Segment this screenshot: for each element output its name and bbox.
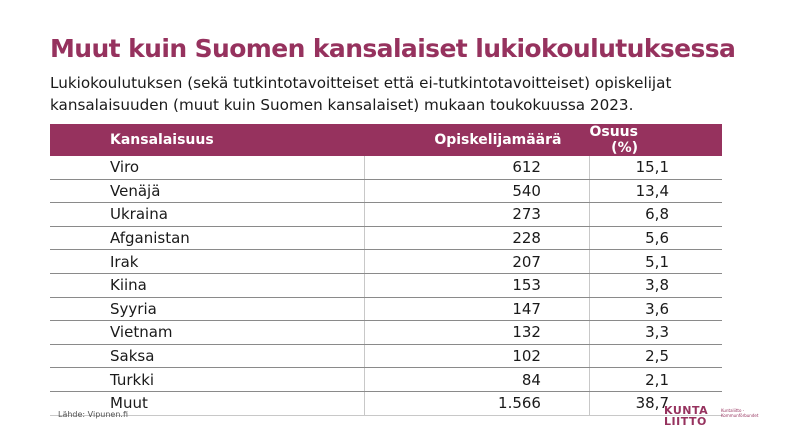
- cell-osuus: 15,1: [588, 156, 722, 180]
- table-header-row: Kansalaisuus Opiskelijamäärä Osuus (%): [50, 124, 722, 156]
- cell-kansalaisuus: Saksa: [50, 344, 365, 369]
- cell-opiskelijamaara: 132: [364, 320, 590, 345]
- cell-opiskelijamaara: 612: [364, 156, 590, 180]
- cell-opiskelijamaara: 228: [364, 226, 590, 251]
- cell-opiskelijamaara: 147: [364, 297, 590, 322]
- source-note: Lähde: Vipunen.fi: [58, 410, 128, 419]
- cell-osuus: 5,6: [588, 226, 722, 251]
- table-row: Vietnam 132 3,3: [50, 320, 722, 345]
- cell-kansalaisuus: Turkki: [50, 367, 365, 392]
- table-row: Ukraina 273 6,8: [50, 202, 722, 227]
- cell-opiskelijamaara: 1.566: [364, 391, 590, 416]
- table-row: Venäjä 540 13,4: [50, 179, 722, 204]
- table-row: Kiina 153 3,8: [50, 273, 722, 298]
- logo-side-text: Kuntaliitto - Kommunförbundet: [721, 408, 759, 418]
- cell-opiskelijamaara: 207: [364, 249, 590, 274]
- table-row: Muut 1.566 38,7: [50, 391, 722, 416]
- cell-kansalaisuus: Syyria: [50, 297, 365, 322]
- cell-osuus: 2,1: [588, 367, 722, 392]
- cell-osuus: 38,7: [588, 391, 722, 416]
- page-subtitle: Lukiokoulutuksen (sekä tutkintotavoittei…: [50, 74, 672, 114]
- table-row: Turkki 84 2,1: [50, 367, 722, 392]
- cell-kansalaisuus: Kiina: [50, 273, 365, 298]
- cell-osuus: 6,8: [588, 202, 722, 227]
- cell-kansalaisuus: Irak: [50, 249, 365, 274]
- citizenship-table: Kansalaisuus Opiskelijamäärä Osuus (%) V…: [50, 124, 722, 416]
- table-row: Viro 612 15,1: [50, 156, 722, 180]
- cell-opiskelijamaara: 540: [364, 179, 590, 204]
- table-row: Afganistan 228 5,6: [50, 226, 722, 251]
- cell-kansalaisuus: Ukraina: [50, 202, 365, 227]
- cell-osuus: 13,4: [588, 179, 722, 204]
- cell-opiskelijamaara: 102: [364, 344, 590, 369]
- cell-osuus: 3,8: [588, 273, 722, 298]
- cell-osuus: 3,3: [588, 320, 722, 345]
- header-kansalaisuus: Kansalaisuus: [50, 124, 365, 156]
- header-opiskelijamaara: Opiskelijamäärä: [364, 124, 590, 156]
- page-title: Muut kuin Suomen kansalaiset lukiokoulut…: [50, 34, 736, 63]
- cell-kansalaisuus: Viro: [50, 156, 365, 180]
- cell-osuus: 5,1: [588, 249, 722, 274]
- cell-osuus: 3,6: [588, 297, 722, 322]
- kuntaliitto-logo: KUNTA LIITTO Kuntaliitto - Kommunförbund…: [664, 404, 758, 428]
- cell-opiskelijamaara: 273: [364, 202, 590, 227]
- cell-opiskelijamaara: 153: [364, 273, 590, 298]
- cell-kansalaisuus: Muut: [50, 391, 365, 416]
- table-row: Irak 207 5,1: [50, 249, 722, 274]
- cell-kansalaisuus: Vietnam: [50, 320, 365, 345]
- cell-osuus: 2,5: [588, 344, 722, 369]
- logo-line2: LIITTO: [664, 415, 707, 428]
- cell-opiskelijamaara: 84: [364, 367, 590, 392]
- header-osuus: Osuus (%): [589, 124, 722, 156]
- cell-kansalaisuus: Afganistan: [50, 226, 365, 251]
- cell-kansalaisuus: Venäjä: [50, 179, 365, 204]
- table-row: Syyria 147 3,6: [50, 297, 722, 322]
- table-row: Saksa 102 2,5: [50, 344, 722, 369]
- logo-line1: KUNTA: [664, 404, 709, 417]
